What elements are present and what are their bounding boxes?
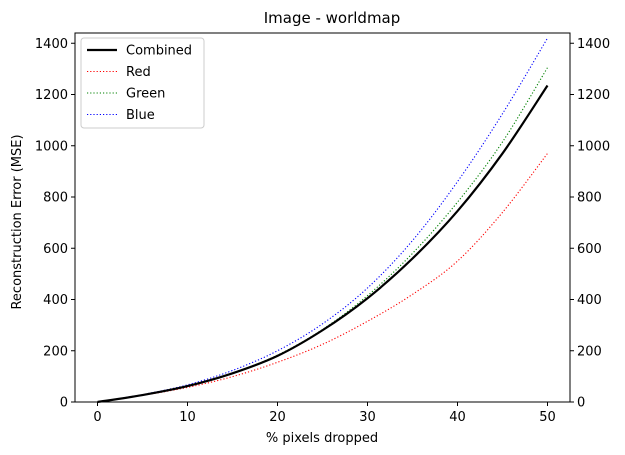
legend-box	[80, 37, 205, 129]
x-tick-label: 20	[269, 410, 286, 425]
x-tick-label: 10	[179, 410, 196, 425]
x-tick-label: 30	[359, 410, 376, 425]
y-tick-label: 1000	[35, 139, 68, 154]
right-y-tick-label: 600	[577, 242, 602, 257]
y-axis-label: Reconstruction Error (MSE)	[10, 134, 25, 309]
axes-frame	[74, 32, 571, 403]
x-axis-label: % pixels dropped	[266, 431, 378, 446]
y-tick-label: 1400	[35, 37, 68, 52]
right-y-tick-label: 1400	[577, 37, 610, 52]
x-tick-label: 40	[449, 410, 466, 425]
chart-title: Image - worldmap	[264, 9, 401, 27]
y-tick-label: 1200	[35, 88, 68, 103]
legend-entry-red: Red	[126, 65, 151, 80]
legend-entry-green: Green	[126, 87, 165, 102]
y-tick-label: 800	[43, 191, 68, 206]
right-y-tick-label: 1000	[577, 139, 610, 154]
right-y-tick-label: 800	[577, 191, 602, 206]
y-tick-label: 400	[43, 293, 68, 308]
right-y-tick-label: 200	[577, 344, 602, 359]
plot-area	[97, 37, 549, 404]
legend-entry-blue: Blue	[126, 108, 155, 123]
legend-entry-combined: Combined	[126, 44, 192, 59]
x-tick-label: 0	[93, 410, 101, 425]
legend: Combined Red Green Blue	[80, 37, 205, 129]
y-tick-label: 200	[43, 344, 68, 359]
axes: 0 10 20 30 40 50 0 200 400 600 800 1000 1200 1400 0 200…	[35, 32, 610, 425]
series-line-combined	[97, 84, 549, 404]
right-y-tick-label: 0	[577, 396, 585, 411]
series-line-red	[97, 153, 548, 403]
y-tick-label: 600	[43, 242, 68, 257]
y-tick-label: 0	[60, 396, 68, 411]
right-y-tick-label: 1200	[577, 88, 610, 103]
right-y-tick-label: 400	[577, 293, 602, 308]
x-tick-label: 50	[539, 410, 556, 425]
